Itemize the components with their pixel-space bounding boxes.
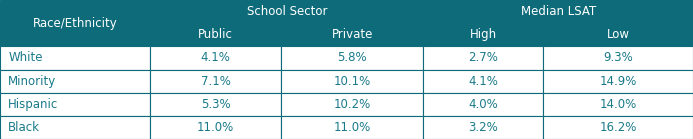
Bar: [423, 0, 693, 23]
Text: 5.8%: 5.8%: [337, 51, 367, 64]
Text: 5.3%: 5.3%: [201, 98, 230, 111]
Text: Private: Private: [331, 28, 373, 41]
Bar: [150, 93, 281, 116]
Text: Low: Low: [606, 28, 629, 41]
Text: Public: Public: [198, 28, 233, 41]
Bar: [150, 70, 281, 93]
Text: Hispanic: Hispanic: [8, 98, 59, 111]
Text: 2.7%: 2.7%: [468, 51, 498, 64]
Text: 7.1%: 7.1%: [201, 75, 231, 88]
Text: Race/Ethnicity: Race/Ethnicity: [33, 17, 117, 30]
Bar: [0, 0, 150, 46]
Bar: [423, 93, 543, 116]
Bar: [281, 70, 423, 93]
Bar: [150, 23, 281, 46]
Text: 10.2%: 10.2%: [333, 98, 371, 111]
Bar: [0, 93, 150, 116]
Bar: [543, 70, 693, 93]
Bar: [423, 70, 543, 93]
Text: 16.2%: 16.2%: [599, 121, 637, 134]
Bar: [0, 46, 150, 70]
Text: High: High: [470, 28, 497, 41]
Bar: [423, 116, 543, 139]
Bar: [543, 116, 693, 139]
Text: 11.0%: 11.0%: [197, 121, 234, 134]
Bar: [543, 23, 693, 46]
Text: 14.9%: 14.9%: [599, 75, 637, 88]
Text: 14.0%: 14.0%: [599, 98, 637, 111]
Text: 4.0%: 4.0%: [468, 98, 498, 111]
Text: Minority: Minority: [8, 75, 57, 88]
Text: 4.1%: 4.1%: [468, 75, 498, 88]
Bar: [281, 23, 423, 46]
Text: 10.1%: 10.1%: [333, 75, 371, 88]
Bar: [281, 46, 423, 70]
Bar: [281, 93, 423, 116]
Bar: [423, 23, 543, 46]
Bar: [543, 93, 693, 116]
Bar: [281, 116, 423, 139]
Bar: [423, 46, 543, 70]
Bar: [0, 70, 150, 93]
Text: Median LSAT: Median LSAT: [520, 5, 596, 18]
Text: 11.0%: 11.0%: [333, 121, 371, 134]
Text: 9.3%: 9.3%: [603, 51, 633, 64]
Bar: [0, 116, 150, 139]
Bar: [150, 0, 423, 23]
Text: 4.1%: 4.1%: [201, 51, 231, 64]
Text: Black: Black: [8, 121, 40, 134]
Text: 3.2%: 3.2%: [468, 121, 498, 134]
Bar: [150, 116, 281, 139]
Text: White: White: [8, 51, 43, 64]
Text: School Sector: School Sector: [247, 5, 327, 18]
Bar: [150, 46, 281, 70]
Bar: [543, 46, 693, 70]
